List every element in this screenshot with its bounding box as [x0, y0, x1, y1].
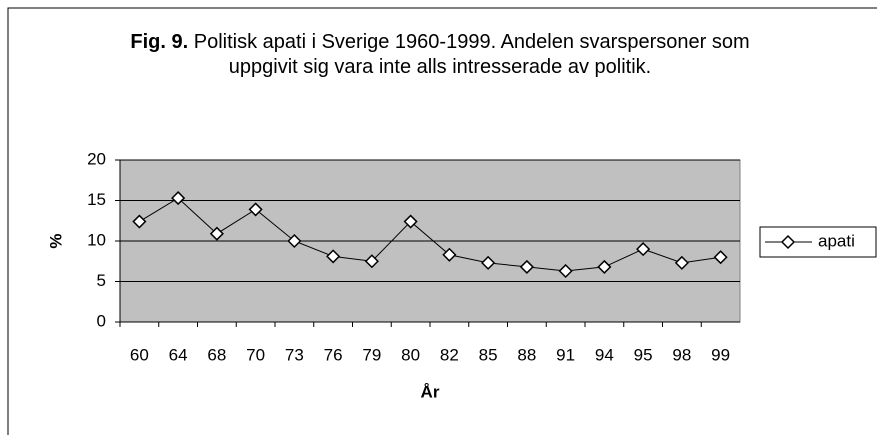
- x-tick-label: 80: [401, 345, 420, 364]
- x-tick-label: 79: [362, 345, 381, 364]
- y-tick-label: 10: [87, 230, 106, 249]
- y-tick-label: 0: [97, 311, 106, 330]
- x-tick-label: 73: [285, 345, 304, 364]
- x-tick-label: 95: [634, 345, 653, 364]
- title-text: Politisk apati i Sverige 1960-1999. Ande…: [193, 31, 750, 78]
- x-tick-label: 76: [324, 345, 343, 364]
- x-tick-label: 85: [479, 345, 498, 364]
- marker: [364, 254, 379, 269]
- legend-marker: [780, 234, 796, 250]
- marker: [326, 249, 341, 264]
- x-tick-label: 70: [246, 345, 265, 364]
- marker: [481, 255, 496, 270]
- title-label: Fig. 9.: [130, 31, 189, 53]
- marker: [558, 263, 573, 279]
- chart-title: Fig. 9. Politisk apati i Sverige 1960-19…: [110, 30, 770, 80]
- marker: [519, 259, 534, 274]
- x-tick-label: 91: [556, 345, 575, 364]
- x-tick-label: 98: [672, 345, 691, 364]
- marker: [248, 202, 263, 217]
- x-tick-label: 68: [207, 345, 226, 364]
- marker: [132, 214, 147, 229]
- marker: [674, 255, 689, 270]
- x-tick-label: 88: [517, 345, 536, 364]
- marker: [209, 226, 224, 241]
- line: [139, 197, 721, 272]
- y-tick-label: 20: [87, 149, 106, 168]
- y-tick-label: 15: [87, 190, 106, 209]
- marker: [442, 247, 457, 262]
- x-axis-label: År: [421, 382, 440, 401]
- marker: [597, 259, 612, 274]
- x-tick-label: 82: [440, 345, 459, 364]
- x-tick-label: 64: [169, 345, 188, 364]
- x-tick-label: 99: [711, 345, 730, 364]
- x-tick-label: 60: [130, 345, 149, 364]
- marker: [287, 233, 302, 249]
- y-axis-label: %: [46, 233, 65, 248]
- y-tick-label: 5: [97, 271, 106, 290]
- x-tick-label: 94: [595, 345, 614, 364]
- marker: [636, 242, 651, 257]
- marker: [171, 191, 186, 206]
- marker: [713, 250, 728, 265]
- legend-label: apati: [818, 231, 855, 250]
- marker: [403, 214, 418, 229]
